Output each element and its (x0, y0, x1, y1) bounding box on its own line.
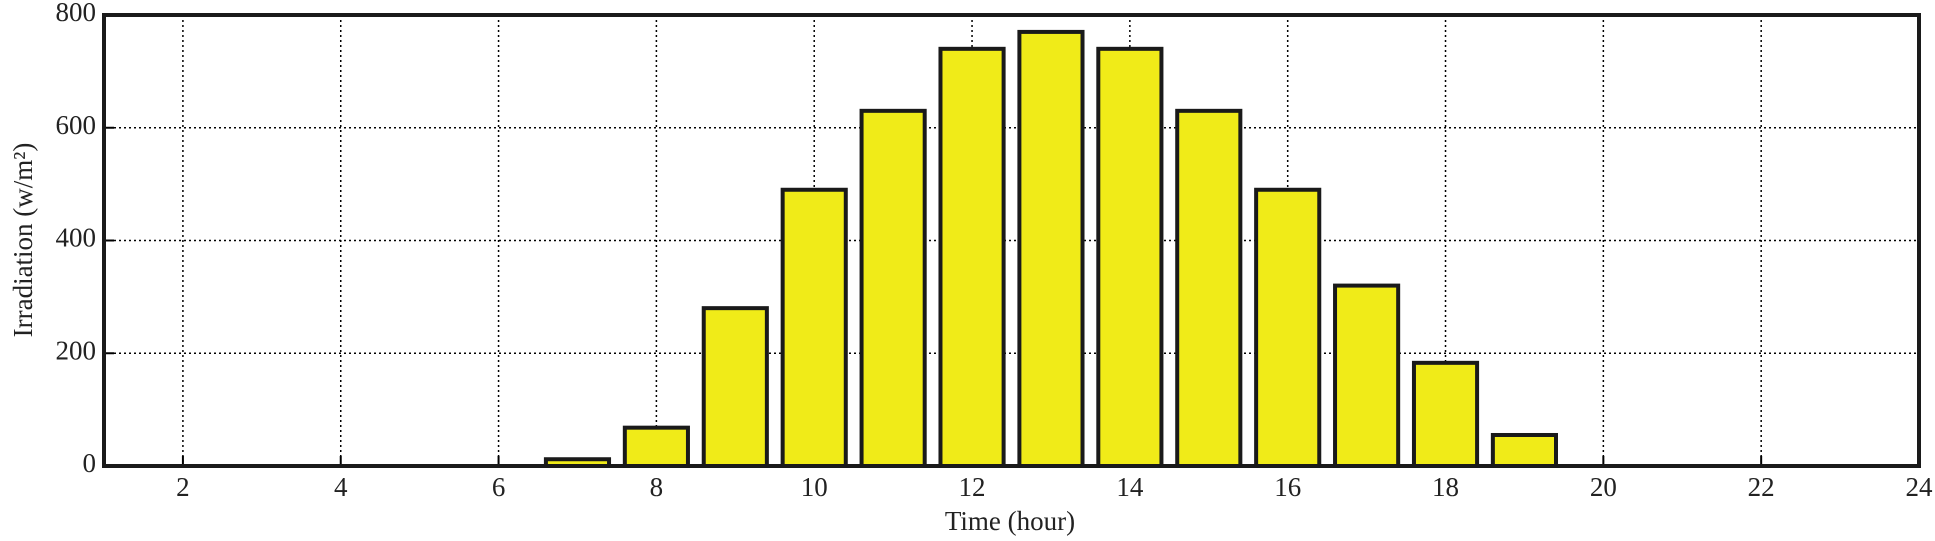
x-tick-label: 16 (1274, 472, 1301, 502)
x-tick-label: 8 (650, 472, 664, 502)
x-tick-label: 14 (1116, 472, 1144, 502)
x-tick-label: 20 (1590, 472, 1617, 502)
bar (701, 306, 769, 468)
x-tick-label: 6 (492, 472, 506, 502)
x-axis-label: Time (hour) (945, 506, 1075, 536)
bar (622, 425, 690, 469)
y-tick-label: 400 (56, 223, 97, 253)
bar (1490, 432, 1558, 468)
plot-frame (102, 13, 1921, 468)
bar (1017, 29, 1085, 468)
bar (1254, 187, 1322, 468)
x-tick-label: 12 (959, 472, 986, 502)
x-tick-label: 22 (1748, 472, 1775, 502)
x-tick-label: 10 (801, 472, 828, 502)
y-tick-label: 200 (56, 335, 97, 365)
y-axis-label: Irradiation (w/m²) (8, 143, 38, 338)
bar (1175, 108, 1243, 469)
x-tick-label: 18 (1432, 472, 1459, 502)
y-tick-label: 0 (83, 448, 97, 478)
bar (859, 108, 927, 469)
bar (938, 46, 1006, 468)
y-tick-label: 600 (56, 110, 97, 140)
x-tick-label: 4 (334, 472, 348, 502)
bar (1096, 46, 1164, 468)
x-tick-label: 2 (176, 472, 190, 502)
y-tick-label: 800 (56, 0, 97, 27)
bar (780, 187, 848, 468)
x-tick-label: 24 (1906, 472, 1934, 502)
bar (1333, 283, 1401, 468)
bar (1411, 360, 1480, 468)
